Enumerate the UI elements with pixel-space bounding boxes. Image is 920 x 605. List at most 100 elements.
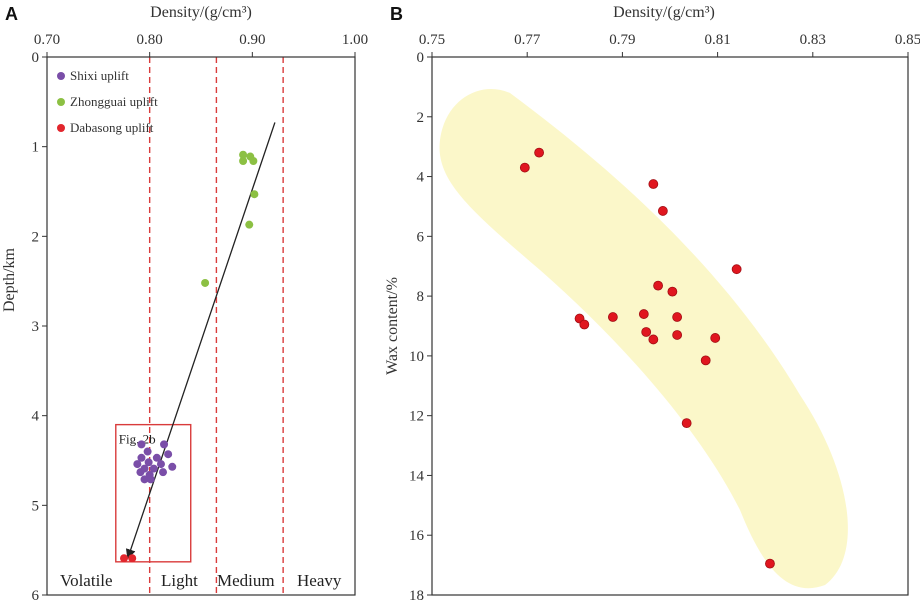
data-point — [672, 330, 683, 340]
panel-a-x-ticks: 0.70 0.80 0.90 1.00 — [34, 32, 368, 57]
density-category-labels: Volatile Light Medium Heavy — [60, 571, 342, 590]
panel-a-x-axis-title: Density/(g/cm³) — [150, 4, 252, 21]
data-point — [641, 327, 652, 337]
inset-box-rect — [115, 423, 192, 563]
legend-label: Zhongguai uplift — [70, 94, 158, 109]
data-point — [672, 312, 683, 322]
y-tick-label: 16 — [409, 528, 425, 544]
trend-arrow — [125, 122, 276, 560]
panel-b-y-axis-title: Wax content/% — [384, 277, 401, 375]
legend-label: Dabasong uplift — [70, 120, 154, 135]
y-tick-label: 18 — [409, 588, 424, 604]
data-point — [648, 179, 659, 189]
data-point — [146, 475, 155, 484]
x-tick-label: 0.83 — [800, 32, 826, 48]
inset-box-label: Fig. 2b — [119, 432, 156, 447]
data-point — [120, 554, 128, 563]
data-point — [156, 460, 165, 469]
data-point — [249, 157, 258, 166]
category-label: Medium — [217, 571, 275, 590]
legend-marker — [57, 124, 65, 132]
y-tick-label: 2 — [32, 229, 40, 245]
x-tick-label: 0.70 — [34, 32, 60, 48]
x-tick-label: 0.79 — [609, 32, 635, 48]
data-point — [681, 418, 692, 429]
x-tick-label: 0.75 — [419, 32, 445, 48]
data-point — [239, 150, 248, 159]
panel-a-y-axis-title: Depth/km — [1, 247, 18, 312]
panel-b-x-ticks: 0.75 0.77 0.79 0.81 0.83 0.85 — [419, 32, 920, 57]
x-tick-label: 1.00 — [342, 32, 368, 48]
panel-b-plot-frame — [431, 56, 909, 596]
data-point — [137, 453, 146, 462]
panel-b-letter: B — [390, 4, 403, 24]
panel-b-x-axis-title: Density/(g/cm³) — [613, 4, 715, 21]
data-point — [245, 220, 254, 229]
data-point — [519, 162, 530, 173]
data-point — [657, 206, 668, 216]
data-point — [667, 286, 678, 297]
legend-marker — [57, 72, 65, 80]
panel-a-legend: Shixi uplift Zhongguai uplift Dabasong upl… — [57, 68, 158, 135]
panel-b-data-points — [519, 147, 775, 569]
legend-marker — [57, 98, 65, 106]
data-point — [653, 280, 663, 291]
data-point — [159, 468, 168, 477]
y-tick-label: 3 — [32, 319, 40, 335]
y-tick-label: 4 — [417, 170, 425, 186]
panel-a: A Density/(g/cm³) Depth/km Fig. 2b 0.70 0… — [1, 4, 368, 604]
y-tick-label: 10 — [409, 349, 424, 365]
panel-a-y-ticks: 0 1 2 3 4 5 6 — [32, 50, 47, 604]
data-point — [710, 333, 721, 343]
data-point — [250, 190, 259, 199]
data-point — [579, 319, 590, 330]
data-point — [700, 355, 711, 366]
legend-label: Shixi uplift — [70, 68, 129, 83]
y-tick-label: 2 — [417, 110, 425, 126]
inset-box-fig-2b: Fig. 2b — [115, 423, 192, 563]
y-tick-label: 0 — [417, 50, 425, 66]
data-point — [731, 264, 742, 275]
data-point — [168, 462, 177, 471]
density-boundary-lines — [148, 57, 284, 595]
data-point — [140, 475, 149, 484]
category-label: Heavy — [297, 571, 342, 590]
data-point — [638, 309, 649, 319]
data-point — [144, 458, 153, 467]
y-tick-label: 5 — [32, 498, 40, 514]
data-point — [607, 312, 618, 322]
data-point — [239, 157, 248, 166]
data-point — [160, 440, 169, 449]
x-tick-label: 0.90 — [239, 32, 265, 48]
panel-a-plot-frame — [46, 56, 356, 596]
y-tick-label: 6 — [417, 229, 425, 245]
data-point — [137, 440, 146, 449]
category-label: Volatile — [60, 571, 113, 590]
data-point — [128, 554, 137, 563]
data-point — [648, 334, 659, 345]
y-tick-label: 6 — [32, 588, 40, 604]
data-point — [149, 464, 158, 473]
panel-b: B Density/(g/cm³) Wax content/% 0.75 0.77… — [384, 4, 920, 604]
x-tick-label: 0.80 — [137, 32, 163, 48]
y-tick-label: 1 — [32, 140, 40, 156]
y-tick-label: 14 — [409, 468, 425, 484]
y-tick-label: 8 — [417, 289, 425, 305]
category-label: Light — [161, 571, 198, 590]
data-point — [534, 147, 544, 158]
y-tick-label: 4 — [32, 409, 40, 425]
x-tick-label: 0.77 — [514, 32, 541, 48]
data-point — [201, 278, 210, 287]
sample-envelope — [439, 89, 848, 589]
data-point — [143, 447, 152, 456]
panel-a-letter: A — [5, 4, 18, 24]
data-point — [136, 468, 145, 477]
data-point — [133, 460, 142, 469]
data-point — [152, 453, 161, 462]
x-tick-label: 0.81 — [704, 32, 730, 48]
y-tick-label: 0 — [32, 50, 40, 66]
y-tick-label: 12 — [409, 409, 424, 425]
panel-a-data-points — [120, 150, 259, 563]
data-point — [164, 450, 173, 459]
